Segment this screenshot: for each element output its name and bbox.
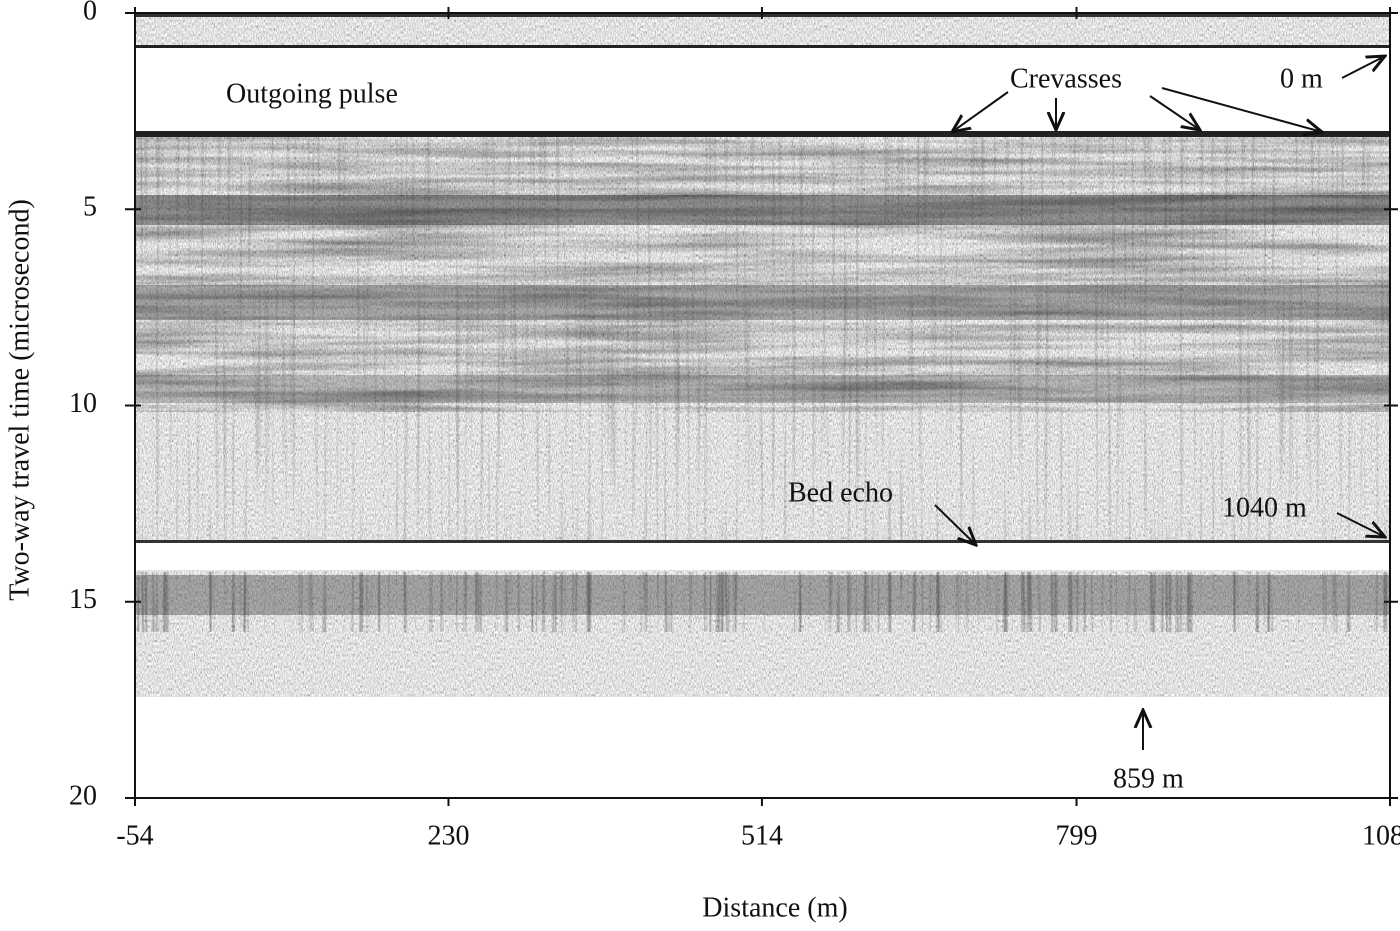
annotation-arrows <box>934 56 1385 750</box>
annotation: Crevasses <box>1010 63 1122 94</box>
annotation: Bed echo <box>788 477 893 508</box>
y-axis-label: Two-way travel time (microsecond) <box>4 199 35 601</box>
y-tick-label: 5 <box>83 192 97 223</box>
x-axis-label: Distance (m) <box>702 892 847 923</box>
y-tick-label: 20 <box>69 780 97 811</box>
y-tick-label: 15 <box>69 584 97 615</box>
x-tick-label: 514 <box>741 820 783 851</box>
x-tick-label: 230 <box>427 820 469 851</box>
annotation: Outgoing pulse <box>226 78 398 109</box>
annotation: 859 m <box>1113 763 1184 794</box>
x-tick-label: 1083 <box>1362 820 1400 851</box>
y-tick-label: 0 <box>83 0 97 26</box>
annotation: 1040 m <box>1222 492 1307 523</box>
radar-image <box>135 13 1390 697</box>
annotation: 0 m <box>1280 63 1323 94</box>
x-tick-label: 799 <box>1056 820 1098 851</box>
x-tick-label: -54 <box>116 820 153 851</box>
y-tick-label: 10 <box>69 388 97 419</box>
